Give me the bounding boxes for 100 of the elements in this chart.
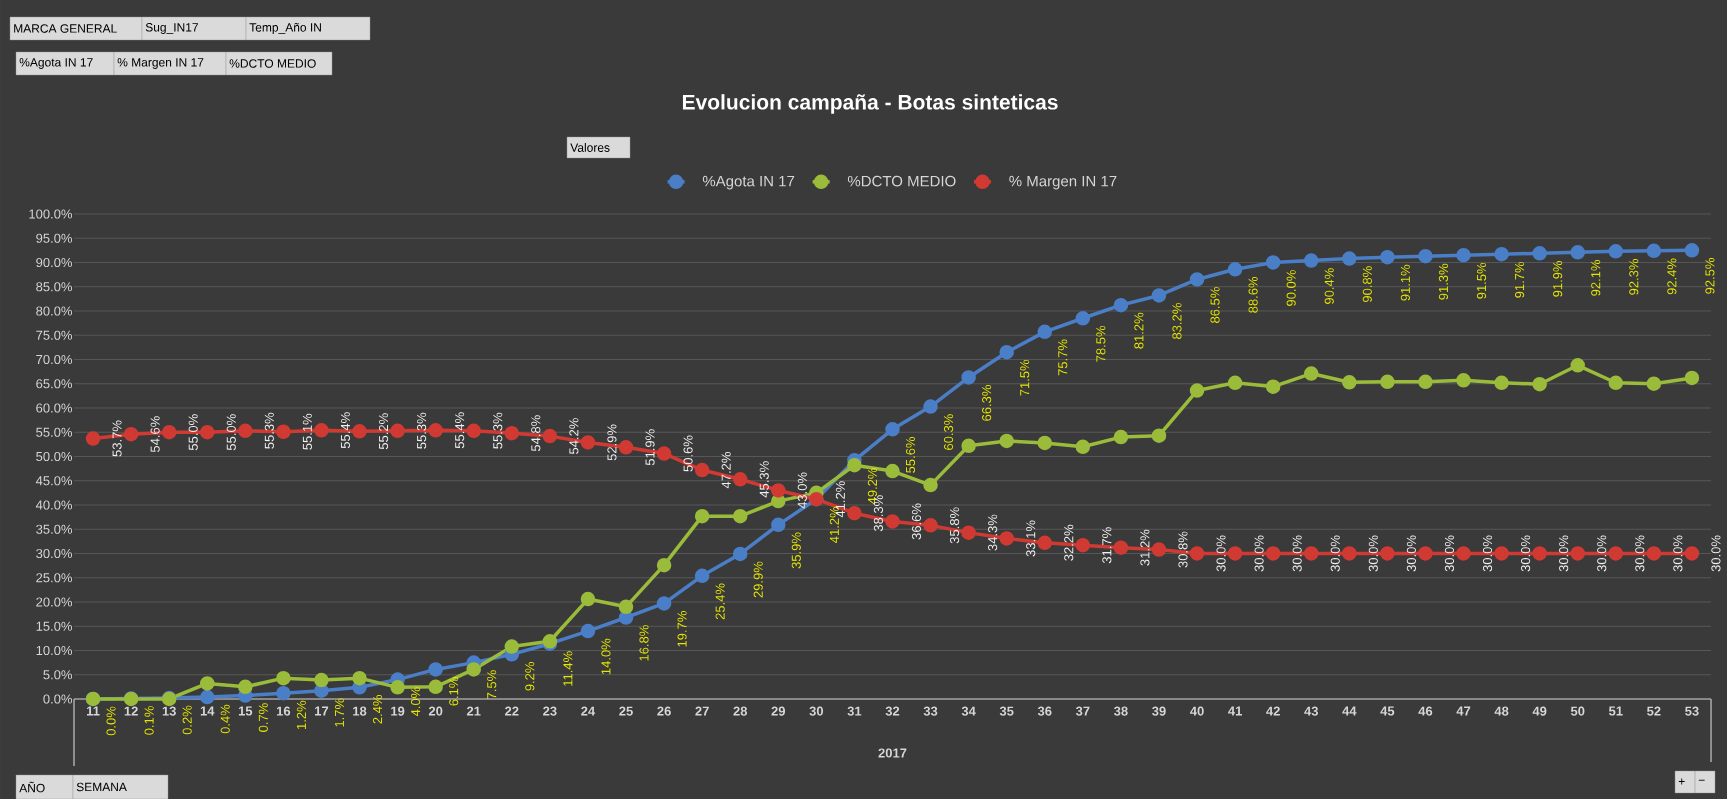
data-label: 91.3% — [1438, 263, 1449, 300]
data-label: 50.6% — [683, 435, 693, 472]
data-label: 33.1% — [1026, 520, 1036, 557]
x-tick-label: 44 — [1342, 706, 1357, 716]
legend-label: % Margen IN 17 — [1009, 175, 1117, 190]
data-label: 47.2% — [721, 452, 731, 489]
data-label: 29.9% — [753, 561, 763, 598]
data-label: 31.7% — [1102, 527, 1112, 564]
data-label: 0.0% — [106, 706, 116, 736]
data-label: 75.7% — [1058, 339, 1068, 376]
data-label: 0.1% — [144, 706, 154, 735]
x-tick-label: 13 — [162, 706, 176, 716]
data-label: 19.7% — [677, 611, 687, 647]
y-tick-label: 75.0% — [36, 330, 73, 340]
x-tick-label: 29 — [771, 706, 786, 716]
data-label: 54.6% — [150, 416, 160, 452]
data-label: 78.5% — [1096, 325, 1106, 362]
data-label: 55.1% — [302, 413, 312, 450]
data-label: 30.0% — [1254, 535, 1264, 572]
y-tick-label: 55.0% — [36, 427, 73, 437]
text: %DCTO MEDIO — [229, 59, 316, 68]
x-tick-label: 46 — [1418, 706, 1433, 716]
data-label: 1.7% — [334, 698, 345, 727]
data-label: 34.3% — [988, 514, 998, 551]
data-label: 30.0% — [1559, 535, 1569, 572]
data-label: 30.8% — [1178, 531, 1188, 568]
data-label: 54.8% — [531, 415, 541, 452]
x-tick-label: 50 — [1570, 706, 1585, 716]
x-tick-label: 17 — [315, 706, 329, 716]
data-label: 91.7% — [1514, 261, 1525, 298]
text: + — [1678, 778, 1685, 785]
x-tick-label: 19 — [391, 706, 405, 716]
data-label: 55.3% — [264, 412, 274, 449]
x-tick-label: 31 — [847, 706, 862, 716]
data-label: 7.5% — [487, 670, 497, 699]
x-tick-label: 15 — [238, 706, 253, 716]
text: Sug_IN17 — [145, 22, 198, 34]
x-tick-label: 14 — [200, 706, 215, 716]
x-tick-label: 21 — [466, 706, 481, 716]
data-label: 30.0% — [1406, 535, 1416, 572]
data-label: 83.2% — [1172, 303, 1182, 339]
data-label: 51.9% — [645, 429, 655, 466]
y-tick-label: 10.0% — [36, 645, 73, 655]
x-tick-label: 49 — [1532, 706, 1547, 716]
data-label: 53.7% — [112, 420, 122, 457]
legend-label: %Agota IN 17 — [702, 175, 795, 190]
data-label: 30.0% — [1368, 535, 1378, 572]
y-tick-label: 15.0% — [36, 621, 73, 631]
chart-title: Evolucion campaña - Botas sinteticas — [682, 94, 1058, 114]
data-label: 92.3% — [1629, 258, 1639, 295]
data-label: 0.2% — [182, 705, 192, 735]
data-label: 90.4% — [1324, 268, 1334, 304]
data-label: 11.4% — [563, 651, 573, 686]
data-label: 32.2% — [1064, 524, 1074, 561]
data-label: 2.4% — [372, 694, 383, 724]
data-label: 71.5% — [1020, 359, 1030, 396]
y-tick-label: 95.0% — [36, 233, 73, 243]
text: % Margen IN 17 — [117, 57, 204, 69]
y-tick-label: 85.0% — [36, 282, 73, 292]
y-tick-label: 90.0% — [36, 257, 73, 267]
text: − — [1698, 779, 1705, 781]
data-label: 36.6% — [911, 503, 922, 540]
text: Valores — [570, 142, 610, 152]
data-label: 0.4% — [220, 704, 230, 734]
x-tick-label: 16 — [276, 706, 291, 716]
x-tick-label: 45 — [1380, 706, 1395, 716]
data-label: 30.0% — [1635, 535, 1645, 572]
data-label: 55.4% — [340, 412, 351, 449]
data-label: 90.8% — [1362, 266, 1372, 302]
data-label: 92.5% — [1705, 257, 1715, 294]
x-tick-label: 41 — [1228, 706, 1242, 716]
x-tick-label: 28 — [733, 706, 748, 716]
data-label: 55.0% — [226, 414, 236, 451]
text: SEMANA — [76, 782, 127, 792]
data-label: 55.6% — [905, 436, 916, 473]
x-tick-label: 18 — [353, 706, 367, 716]
x-tick-label: 30 — [809, 706, 824, 716]
y-tick-label: 80.0% — [36, 306, 73, 316]
data-label: 30.0% — [1520, 535, 1531, 572]
data-label: 66.3% — [982, 385, 992, 421]
data-label: 14.0% — [601, 638, 611, 675]
data-label: 90.0% — [1286, 270, 1296, 306]
x-tick-label: 42 — [1266, 706, 1280, 716]
data-label: 35.8% — [949, 507, 960, 544]
x-tick-label: 53 — [1685, 706, 1699, 716]
data-label: 43.0% — [797, 472, 807, 509]
x-tick-label: 39 — [1152, 706, 1166, 716]
data-label: 45.3% — [759, 461, 769, 498]
data-label: 30.0% — [1482, 535, 1493, 572]
x-tick-label: 23 — [543, 706, 557, 716]
data-label: 25.4% — [715, 583, 725, 620]
x-tick-label: 47 — [1456, 706, 1471, 716]
x-tick-label: 33 — [923, 706, 938, 716]
data-label: 55.2% — [378, 413, 389, 450]
data-label: 52.9% — [607, 424, 617, 461]
text: MARCA GENERAL — [14, 24, 117, 33]
y-tick-label: 0.0% — [43, 694, 73, 704]
x-tick-label: 35 — [999, 706, 1014, 716]
x-tick-label: 52 — [1647, 706, 1661, 716]
x-tick-label: 22 — [505, 706, 519, 716]
